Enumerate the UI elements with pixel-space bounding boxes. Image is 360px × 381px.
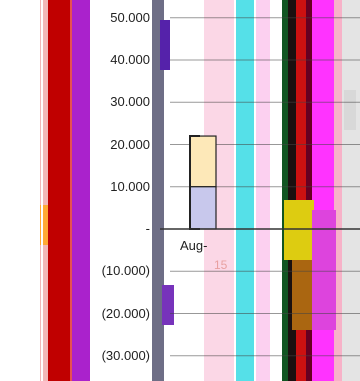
y-axis-labels: 50.000 40.000 30.000 20.000 10.000 - (10.000) (…	[88, 0, 150, 381]
y-tick-label: (30.000)	[101, 347, 150, 363]
noise-block-7	[344, 90, 356, 130]
noise-block-1	[160, 20, 170, 70]
stripe-left-1	[40, 0, 48, 381]
stripe-left-red	[48, 0, 70, 381]
y-tick-label: 30.000	[110, 94, 150, 110]
stripe-red-right	[296, 0, 306, 381]
stripe-dark-green	[282, 0, 288, 381]
bar-segment-0	[189, 135, 217, 188]
bars	[189, 135, 217, 230]
noise-block-2	[162, 285, 174, 325]
y-tick-label: (10.000)	[101, 263, 150, 279]
stripe-pink-b	[256, 0, 270, 381]
stripe-maroon	[306, 0, 312, 381]
stripe-dark	[288, 0, 296, 381]
stripe-left-purple	[72, 0, 90, 381]
stripe-gray	[152, 0, 164, 381]
noise-block-5	[312, 210, 336, 330]
y-tick-label: 10.000	[110, 178, 150, 194]
y-tick-label: 50.000	[110, 9, 150, 25]
stripe-pink-right	[334, 0, 342, 381]
stripe-left-red-2	[70, 0, 72, 381]
stripe-cyan	[236, 0, 254, 381]
noise-block-6	[40, 205, 48, 245]
y-tick-label: (20.000)	[101, 305, 150, 321]
y-tick-label: 20.000	[110, 136, 150, 152]
noise-block-3	[284, 200, 314, 260]
category-label: Aug-	[180, 238, 208, 253]
bar-segment-1	[189, 186, 217, 230]
category-label-fragment: 15	[214, 258, 228, 272]
y-tick-label: 40.000	[110, 52, 150, 67]
gridlines	[170, 17, 360, 357]
y-tick-label: -	[145, 221, 150, 236]
